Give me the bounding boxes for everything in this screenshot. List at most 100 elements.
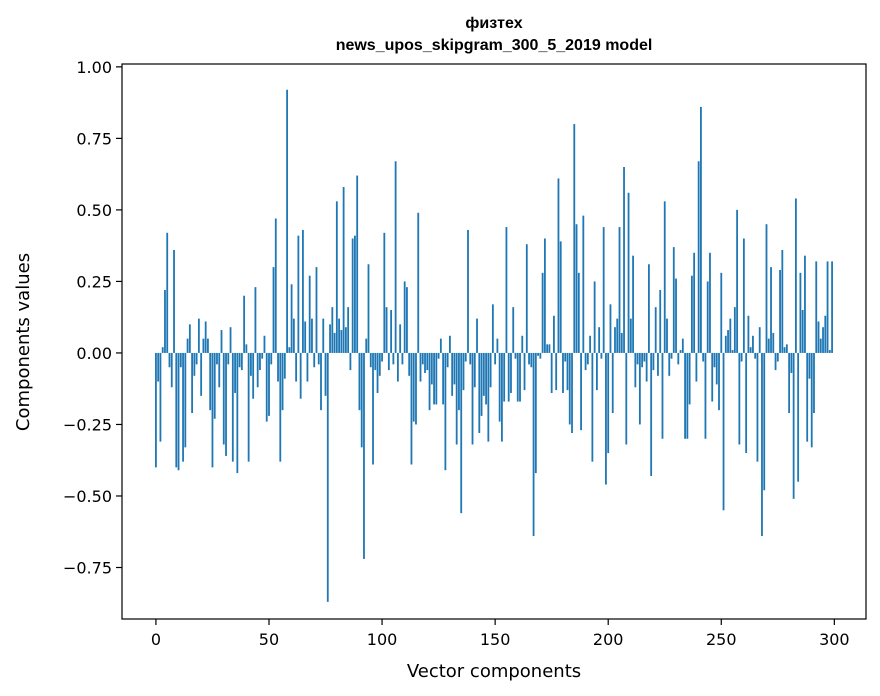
y-axis-ticks: 1.00 0.75 0.50 0.25 0.00 −0.25 −0.50 −0.75 [63, 58, 122, 578]
bar [209, 352, 212, 411]
bar [213, 352, 216, 419]
bar [715, 352, 718, 385]
bar [564, 352, 567, 362]
bar [514, 352, 517, 359]
bar [197, 318, 200, 353]
bar [516, 352, 519, 402]
bar [666, 318, 668, 353]
bar [464, 352, 467, 362]
bar [356, 175, 359, 353]
bar [638, 352, 641, 425]
bar [263, 335, 266, 353]
bar-series [155, 89, 833, 602]
bar [808, 352, 811, 379]
bar [433, 352, 435, 405]
bar [442, 352, 445, 405]
bar [521, 335, 524, 353]
bar [161, 347, 164, 353]
bar [720, 272, 723, 353]
bar [279, 352, 282, 462]
bar [634, 352, 637, 388]
bar [541, 272, 544, 353]
bar [754, 352, 757, 359]
bar [684, 352, 686, 439]
bar [765, 224, 768, 353]
bar [238, 352, 241, 368]
bar [211, 352, 214, 468]
bar [424, 352, 426, 373]
bar [643, 352, 646, 362]
bar [733, 307, 736, 353]
bar [324, 352, 327, 396]
bar [657, 352, 659, 376]
bar [797, 352, 800, 482]
bar [507, 352, 510, 402]
bar [700, 106, 702, 353]
bar [804, 255, 806, 353]
bar [365, 338, 368, 353]
bar [482, 352, 485, 396]
bar [614, 327, 616, 353]
bar [623, 166, 625, 353]
bar [347, 307, 350, 353]
bar [245, 344, 248, 353]
bar [577, 272, 580, 353]
bar [182, 352, 184, 462]
bar [776, 352, 779, 362]
bar [358, 352, 361, 411]
bar [485, 352, 487, 405]
bar [446, 352, 449, 368]
bar [659, 290, 662, 353]
bar [408, 352, 411, 376]
bar [225, 352, 227, 456]
bar [351, 238, 354, 353]
bar [478, 352, 481, 434]
bar [184, 352, 187, 448]
bar [283, 352, 286, 379]
bar [451, 352, 454, 396]
bar [417, 212, 420, 353]
bar [688, 352, 691, 405]
bar [745, 352, 748, 454]
bar [534, 352, 537, 474]
bar [277, 352, 279, 382]
bar [385, 307, 388, 353]
bar [706, 281, 709, 353]
y-tick-label: −0.25 [63, 415, 112, 434]
bar [439, 338, 442, 353]
bar [781, 249, 784, 353]
bar [286, 89, 288, 353]
bar [537, 352, 539, 356]
bar [729, 318, 732, 353]
bar [498, 352, 501, 422]
bar [202, 338, 205, 353]
bar [412, 352, 415, 422]
bar [428, 352, 431, 411]
bar [426, 352, 429, 371]
x-tick-label: 0 [151, 630, 161, 649]
bar [401, 352, 404, 365]
bar [607, 352, 610, 454]
bar [709, 252, 711, 353]
bar [378, 352, 381, 376]
x-tick-label: 150 [480, 630, 511, 649]
bar [711, 352, 714, 402]
bar [824, 315, 827, 353]
bar [598, 327, 601, 353]
bar [299, 352, 302, 399]
bar [322, 318, 325, 353]
bar [369, 352, 372, 368]
bar [828, 350, 831, 353]
bar [736, 209, 739, 353]
bar [331, 307, 334, 353]
bar [243, 295, 246, 353]
bar [236, 352, 239, 474]
bar [742, 238, 745, 353]
bar [175, 352, 178, 468]
bar [487, 352, 490, 442]
bar [586, 352, 589, 365]
bar [788, 352, 791, 414]
bar [543, 238, 546, 353]
bar [311, 318, 313, 353]
bar [770, 267, 772, 353]
